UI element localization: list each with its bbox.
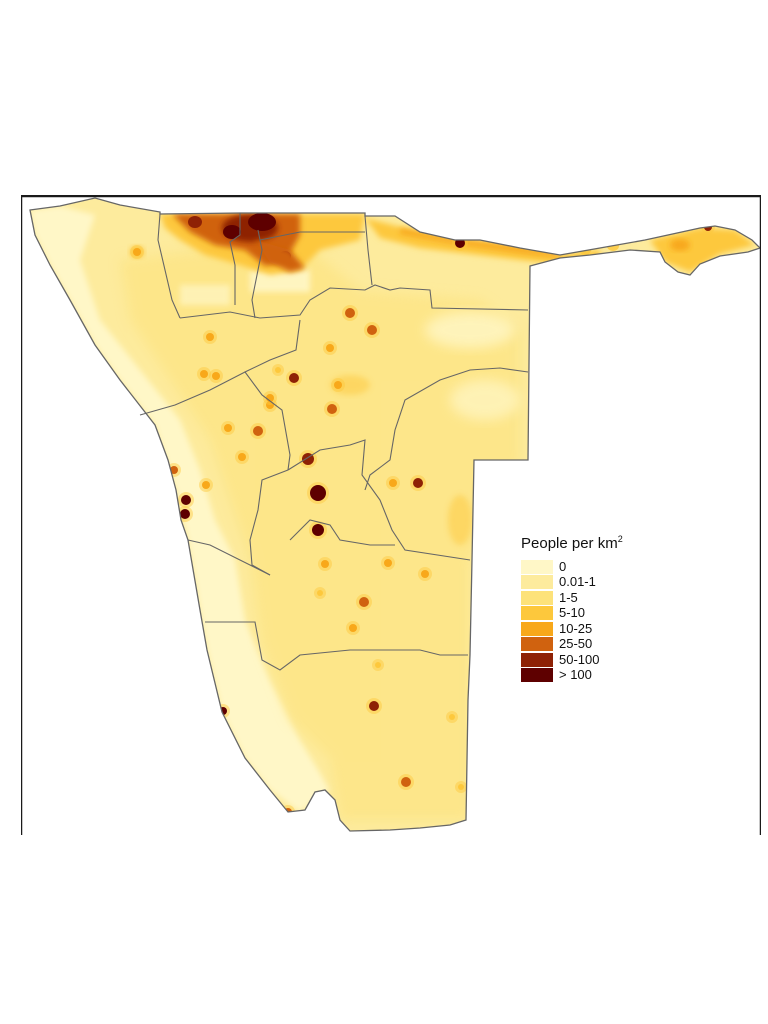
- legend-swatch: [521, 559, 553, 574]
- settlement-dot: [359, 597, 369, 607]
- settlement-dot: [275, 367, 281, 373]
- settlement-dot: [349, 624, 357, 632]
- legend-label: 1-5: [559, 589, 578, 605]
- settlement-dot: [369, 701, 379, 711]
- legend-swatch: [521, 637, 553, 652]
- settlement-dot: [317, 590, 323, 596]
- settlement-dot: [384, 559, 392, 567]
- settlement-dot: [289, 373, 299, 383]
- legend-item: 5-10: [521, 606, 641, 622]
- legend-title-superscript: 2: [617, 534, 623, 544]
- settlement-dot: [133, 248, 141, 256]
- legend-swatch: [521, 575, 553, 590]
- settlement-dot: [200, 370, 208, 378]
- legend-item: 1-5: [521, 590, 641, 606]
- legend-swatch: [521, 652, 553, 667]
- legend-title-text: People per km: [521, 535, 618, 552]
- settlement-dot: [170, 466, 178, 474]
- settlement-dot: [345, 308, 355, 318]
- legend: People per km2 0 0.01-1 1-5 5-10 10-25 2…: [521, 535, 641, 683]
- legend-label: 10-25: [559, 620, 593, 636]
- legend-swatch: [521, 606, 553, 621]
- settlement-dot: [326, 344, 334, 352]
- settlement-dot: [321, 560, 329, 568]
- legend-swatch: [521, 621, 553, 636]
- legend-item: 10-25: [521, 621, 641, 637]
- settlement-dot: [367, 325, 377, 335]
- settlement-dot: [334, 381, 342, 389]
- settlement-dot: [238, 453, 246, 461]
- legend-label: > 100: [559, 667, 592, 683]
- legend-title: People per km2: [521, 534, 641, 553]
- namibia-population-map: [21, 195, 761, 835]
- settlement-dot: [181, 495, 191, 505]
- map-border: [21, 195, 761, 835]
- settlement-dot: [389, 479, 397, 487]
- legend-item: > 100: [521, 668, 641, 684]
- settlement-dot: [180, 509, 190, 519]
- legend-item: 50-100: [521, 652, 641, 668]
- legend-label: 0: [559, 558, 567, 574]
- region-boundaries: [139, 213, 529, 671]
- legend-item: 0: [521, 559, 641, 575]
- settlement-dot: [401, 777, 411, 787]
- legend-items: 0 0.01-1 1-5 5-10 10-25 25-50 50-100 > 1…: [521, 559, 641, 683]
- legend-label: 50-100: [559, 651, 600, 667]
- legend-swatch: [521, 668, 553, 683]
- settlement-dot: [310, 485, 326, 501]
- country-outline: [29, 197, 761, 832]
- settlement-dot: [212, 372, 220, 380]
- settlement-dot: [413, 478, 423, 488]
- settlement-dot: [421, 570, 429, 578]
- settlement-dot: [375, 662, 381, 668]
- settlement-dot: [206, 333, 214, 341]
- legend-swatch: [521, 590, 553, 605]
- legend-label: 0.01-1: [559, 574, 596, 590]
- legend-item: 0.01-1: [521, 575, 641, 591]
- settlement-dot: [202, 481, 210, 489]
- settlement-dot: [253, 426, 263, 436]
- settlement-dot: [224, 424, 232, 432]
- settlement-dot: [458, 784, 464, 790]
- legend-item: 25-50: [521, 637, 641, 653]
- settlement-dot: [449, 714, 455, 720]
- map-frame: People per km2 0 0.01-1 1-5 5-10 10-25 2…: [21, 195, 761, 835]
- settlement-dot: [312, 524, 324, 536]
- legend-label: 5-10: [559, 605, 586, 621]
- legend-label: 25-50: [559, 636, 593, 652]
- settlement-dot: [327, 404, 337, 414]
